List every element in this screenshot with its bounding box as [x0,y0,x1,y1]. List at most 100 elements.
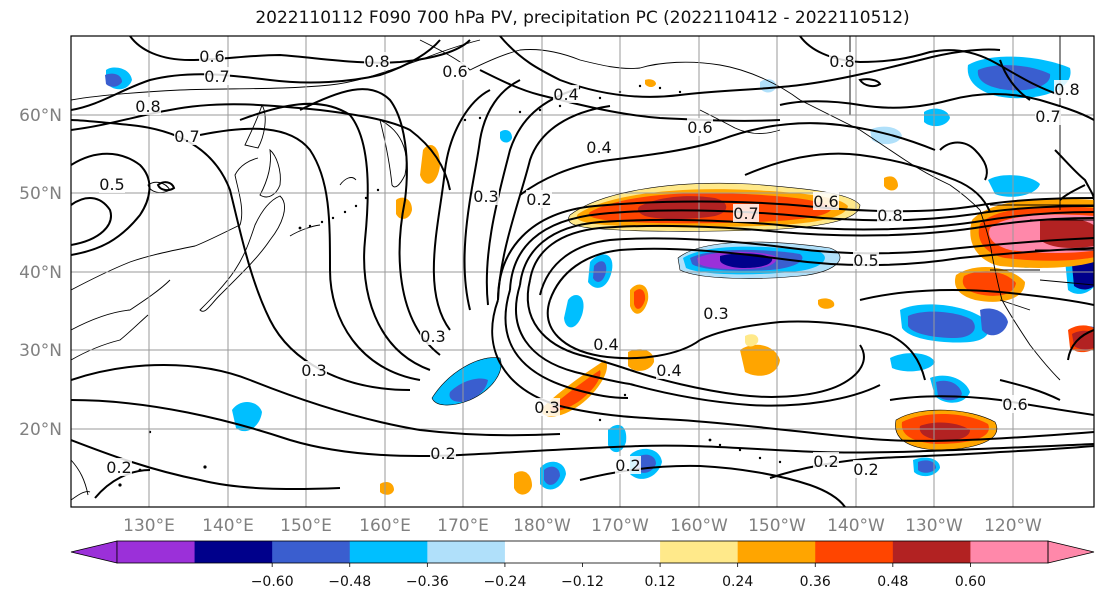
contour-label-bg [853,460,879,478]
contour-label: 0.4 [656,361,681,380]
colorbar-tick-label: 0.48 [877,574,908,590]
contour-label-bg [364,52,390,70]
contour-label: 0.3 [534,398,559,417]
lon-label: 160°W [670,516,728,536]
contour-label-bg [526,190,552,208]
contour-label: 0.8 [364,52,389,71]
colorbar-segment [970,541,1049,563]
lat-label: 30°N [19,341,62,361]
colorbar-extend-high [1047,540,1095,564]
contour-label: 0.5 [853,251,878,270]
contour-label-bg [586,138,612,156]
colorbar-segment [660,541,739,563]
lon-label: 160°E [359,516,411,536]
contour-label-bg [813,452,839,470]
colorbar-extend-low [70,540,118,564]
contour-label: 0.2 [106,458,131,477]
contour-label-bg [420,327,446,345]
colorbar-tick-label: 0.60 [955,574,986,590]
colorbar-tick-label: 0.12 [644,574,675,590]
contour-label-bg [473,187,499,205]
colorbar-segment [815,541,894,563]
contour-label: 0.5 [99,175,124,194]
contour-label: 0.6 [687,118,712,137]
contour-label: 0.2 [813,452,838,471]
contour-label: 0.7 [733,204,758,223]
contour-label: 0.6 [813,192,838,211]
contour-label: 0.6 [442,62,467,81]
lon-label: 120°W [984,516,1042,536]
lon-label: 170°W [591,516,649,536]
colorbar-tick-label: −0.48 [328,574,371,590]
colorbar-segment [194,541,273,563]
contour-label-bg [1054,80,1080,98]
colorbar-segment [892,541,971,563]
contour-label-bg [301,361,327,379]
contour-label-bg [829,52,855,70]
contour-label-bg [1002,395,1028,413]
lon-label: 140°W [827,516,885,536]
colorbar-segment [272,541,351,563]
contour-label-bg [534,398,560,416]
pv-contour-labels: 0.6 0.7 0.8 0.6 0.4 0.8 0.7 0.5 0.4 0.6 0.8 0.3 0.2 0… [99,47,1080,479]
lon-label: 130°E [123,516,175,536]
contour-label: 0.3 [473,187,498,206]
colorbar-tick-label: −0.24 [483,574,526,590]
colorbar-tick-label: −0.36 [406,574,449,590]
colorbar-tick-label: −0.12 [561,574,604,590]
contour-label: 0.4 [586,138,611,157]
map-title: 2022110112 F090 700 hPa PV, precipitatio… [255,8,910,28]
contour-label: 0.8 [877,206,902,225]
contour-label: 0.8 [135,97,160,116]
pv-contours [71,36,1094,507]
contour-label-bg [703,304,729,322]
colorbar-segment [737,541,816,563]
colorbar-tick-labels: −0.60 −0.48 −0.36 −0.24 −0.12 0.12 0.24 0.36 0.4… [251,563,986,590]
contour-label-bg [99,175,125,193]
map-gridlines [71,36,1094,507]
contour-label-bg [106,458,132,476]
latitude-labels: 60°N 50°N 40°N 30°N 20°N [19,106,62,440]
contour-label: 0.3 [420,327,445,346]
colorbar-tick-label: 0.36 [800,574,831,590]
contour-label: 0.6 [199,47,224,66]
lon-label: 130°W [905,516,963,536]
contour-label-bg [853,251,879,269]
contour-label-bg [199,47,225,65]
map-border [70,35,1095,508]
contour-label-bg [813,192,839,210]
contour-label-bg [442,62,468,80]
contour-label: 0.3 [301,361,326,380]
contour-label-bg [553,85,579,103]
colorbar-tick-label: −0.60 [251,574,294,590]
contour-label-bg [1035,107,1061,125]
contour-label-bg [204,67,230,85]
lat-label: 20°N [19,420,62,440]
lon-label: 150°E [280,516,332,536]
lon-label: 140°E [202,516,254,536]
contour-label-bg [174,127,200,145]
contour-label-bg [430,444,456,462]
contour-label-bg [593,335,619,353]
contour-label: 0.7 [174,127,199,146]
contour-label: 0.2 [615,456,640,475]
contour-label: 0.7 [1035,107,1060,126]
contour-label: 0.3 [703,304,728,323]
contour-label-bg [877,206,903,224]
lon-label: 150°W [748,516,806,536]
contour-label: 0.2 [853,460,878,479]
lat-label: 50°N [19,184,62,204]
coastlines [71,36,1094,501]
contour-label: 0.8 [829,52,854,71]
precip-outlines [431,182,998,451]
longitude-labels: 130°E 140°E 150°E 160°E 170°E 180°W 170°W 160°W… [123,516,1042,536]
colorbar [70,540,1095,564]
contour-label: 0.2 [430,444,455,463]
colorbar-segment [117,541,196,563]
contour-label-bg [687,118,713,136]
lon-label: 170°E [437,516,489,536]
contour-label: 0.2 [526,190,551,209]
colorbar-segment [349,541,428,563]
colorbar-tick-label: 0.24 [722,574,753,590]
